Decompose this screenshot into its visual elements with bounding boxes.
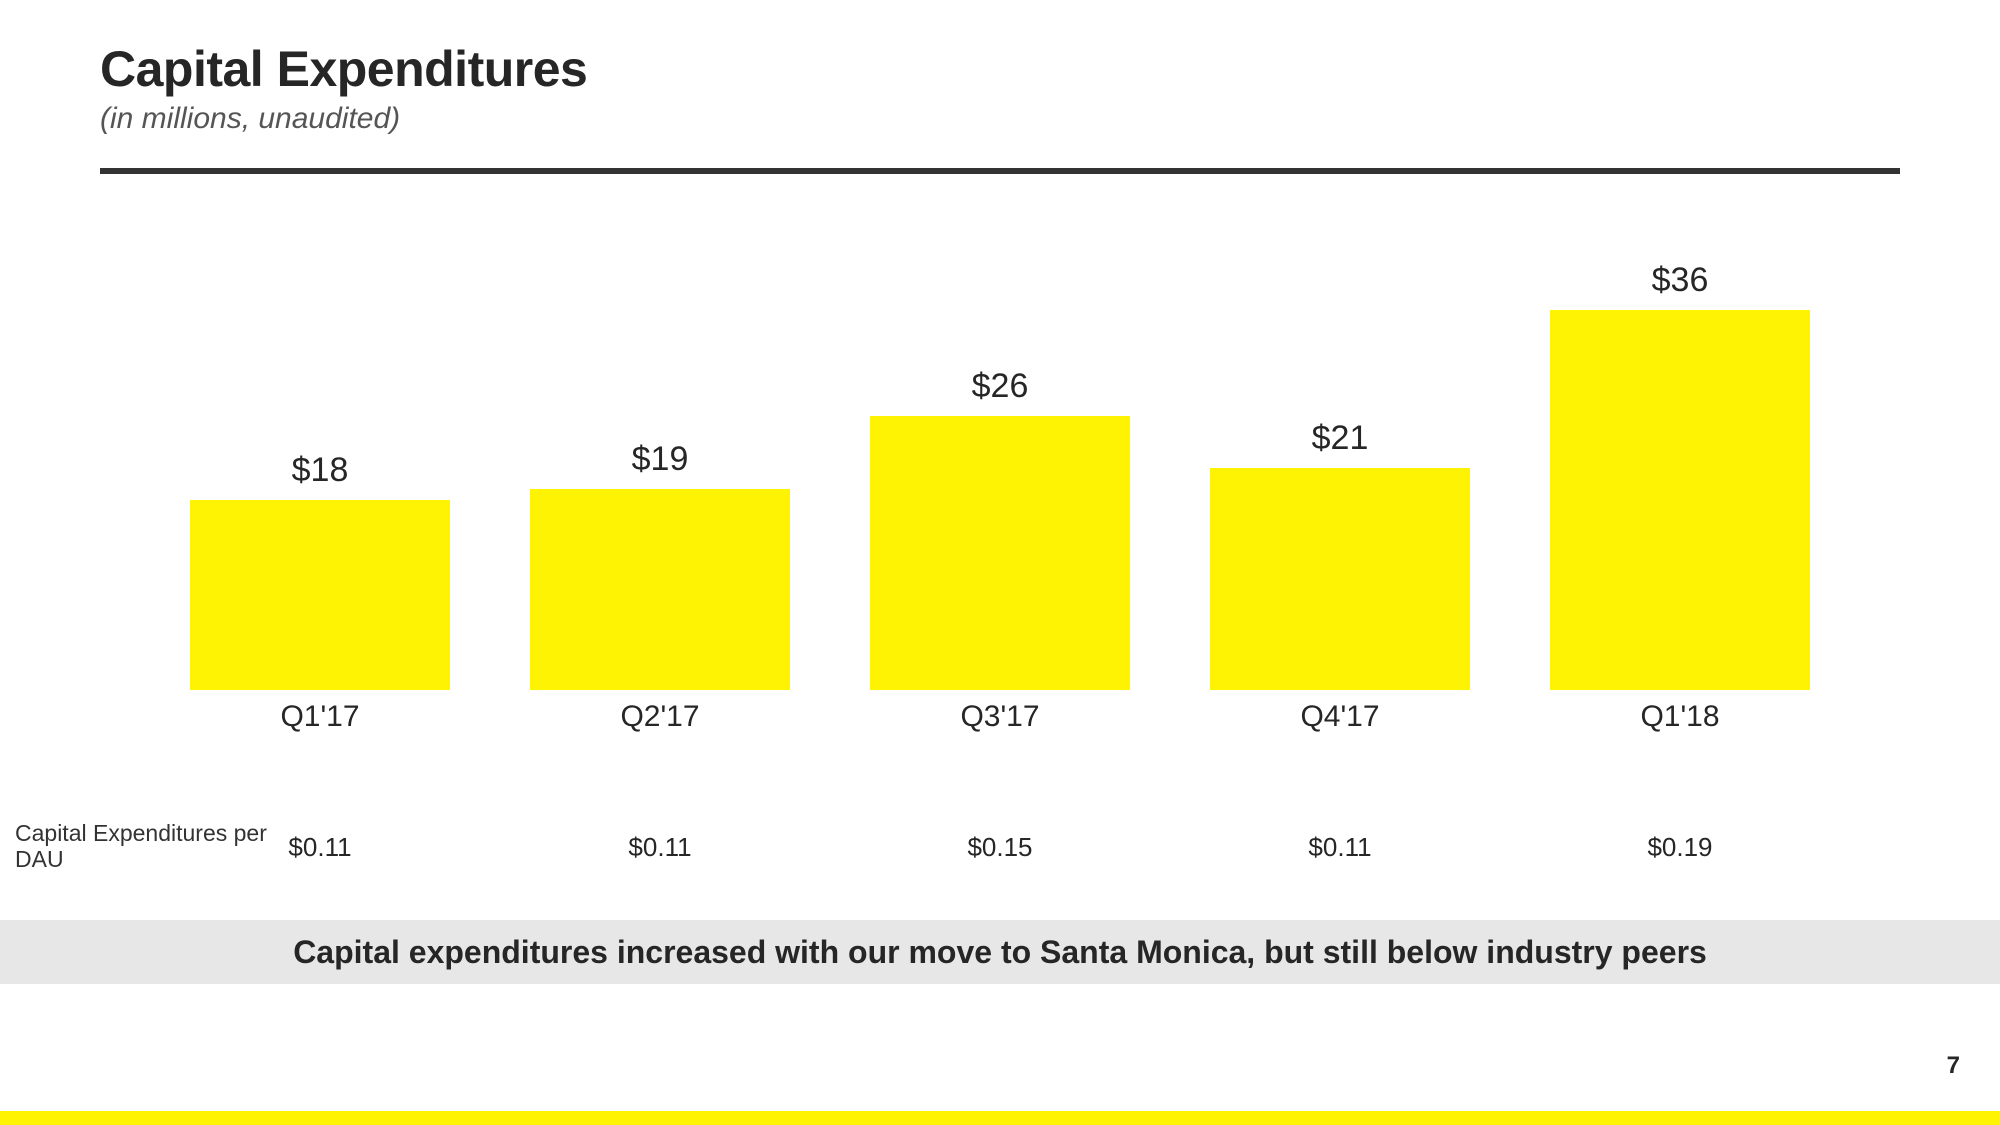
page-number: 7 [1947,1052,1960,1080]
bar-value-label: $21 [1312,419,1369,458]
dau-value: $0.11 [1210,832,1470,863]
bar-value-label: $36 [1652,261,1709,300]
bar-value-label: $26 [972,367,1029,406]
bar-value-label: $19 [632,440,689,479]
footer-accent-bar [0,1111,2000,1125]
category-label: Q1'17 [190,700,450,734]
divider [100,168,1900,174]
bar [1210,468,1470,690]
bar-wrap: $36 [1550,261,1810,690]
category-label: Q3'17 [870,700,1130,734]
category-label: Q1'18 [1550,700,1810,734]
bar-wrap: $19 [530,440,790,690]
dau-value: $0.11 [530,832,790,863]
callout-bar: Capital expenditures increased with our … [0,920,2000,984]
bars-container: $18 $19 $26 $21 $36 [100,230,1900,690]
bar-wrap: $26 [870,367,1130,690]
dau-value: $0.19 [1550,832,1810,863]
callout-text: Capital expenditures increased with our … [293,934,1707,971]
bar [530,489,790,690]
category-label: Q2'17 [530,700,790,734]
dau-value: $0.11 [190,832,450,863]
category-row: Q1'17 Q2'17 Q3'17 Q4'17 Q1'18 [100,700,1900,760]
bar [190,500,450,690]
bar-wrap: $18 [190,451,450,690]
dau-row: Capital Expenditures per DAU $0.11$0.11$… [0,820,2000,870]
dau-value: $0.15 [870,832,1130,863]
header: Capital Expenditures (in millions, unaud… [100,40,1900,136]
slide: Capital Expenditures (in millions, unaud… [0,0,2000,1125]
bar [870,416,1130,690]
bar-wrap: $21 [1210,419,1470,690]
bar-value-label: $18 [292,451,349,490]
bar [1550,310,1810,690]
category-label: Q4'17 [1210,700,1470,734]
page-subtitle: (in millions, unaudited) [100,102,1900,136]
capex-chart: $18 $19 $26 $21 $36 [100,230,1900,750]
page-title: Capital Expenditures [100,40,1900,98]
